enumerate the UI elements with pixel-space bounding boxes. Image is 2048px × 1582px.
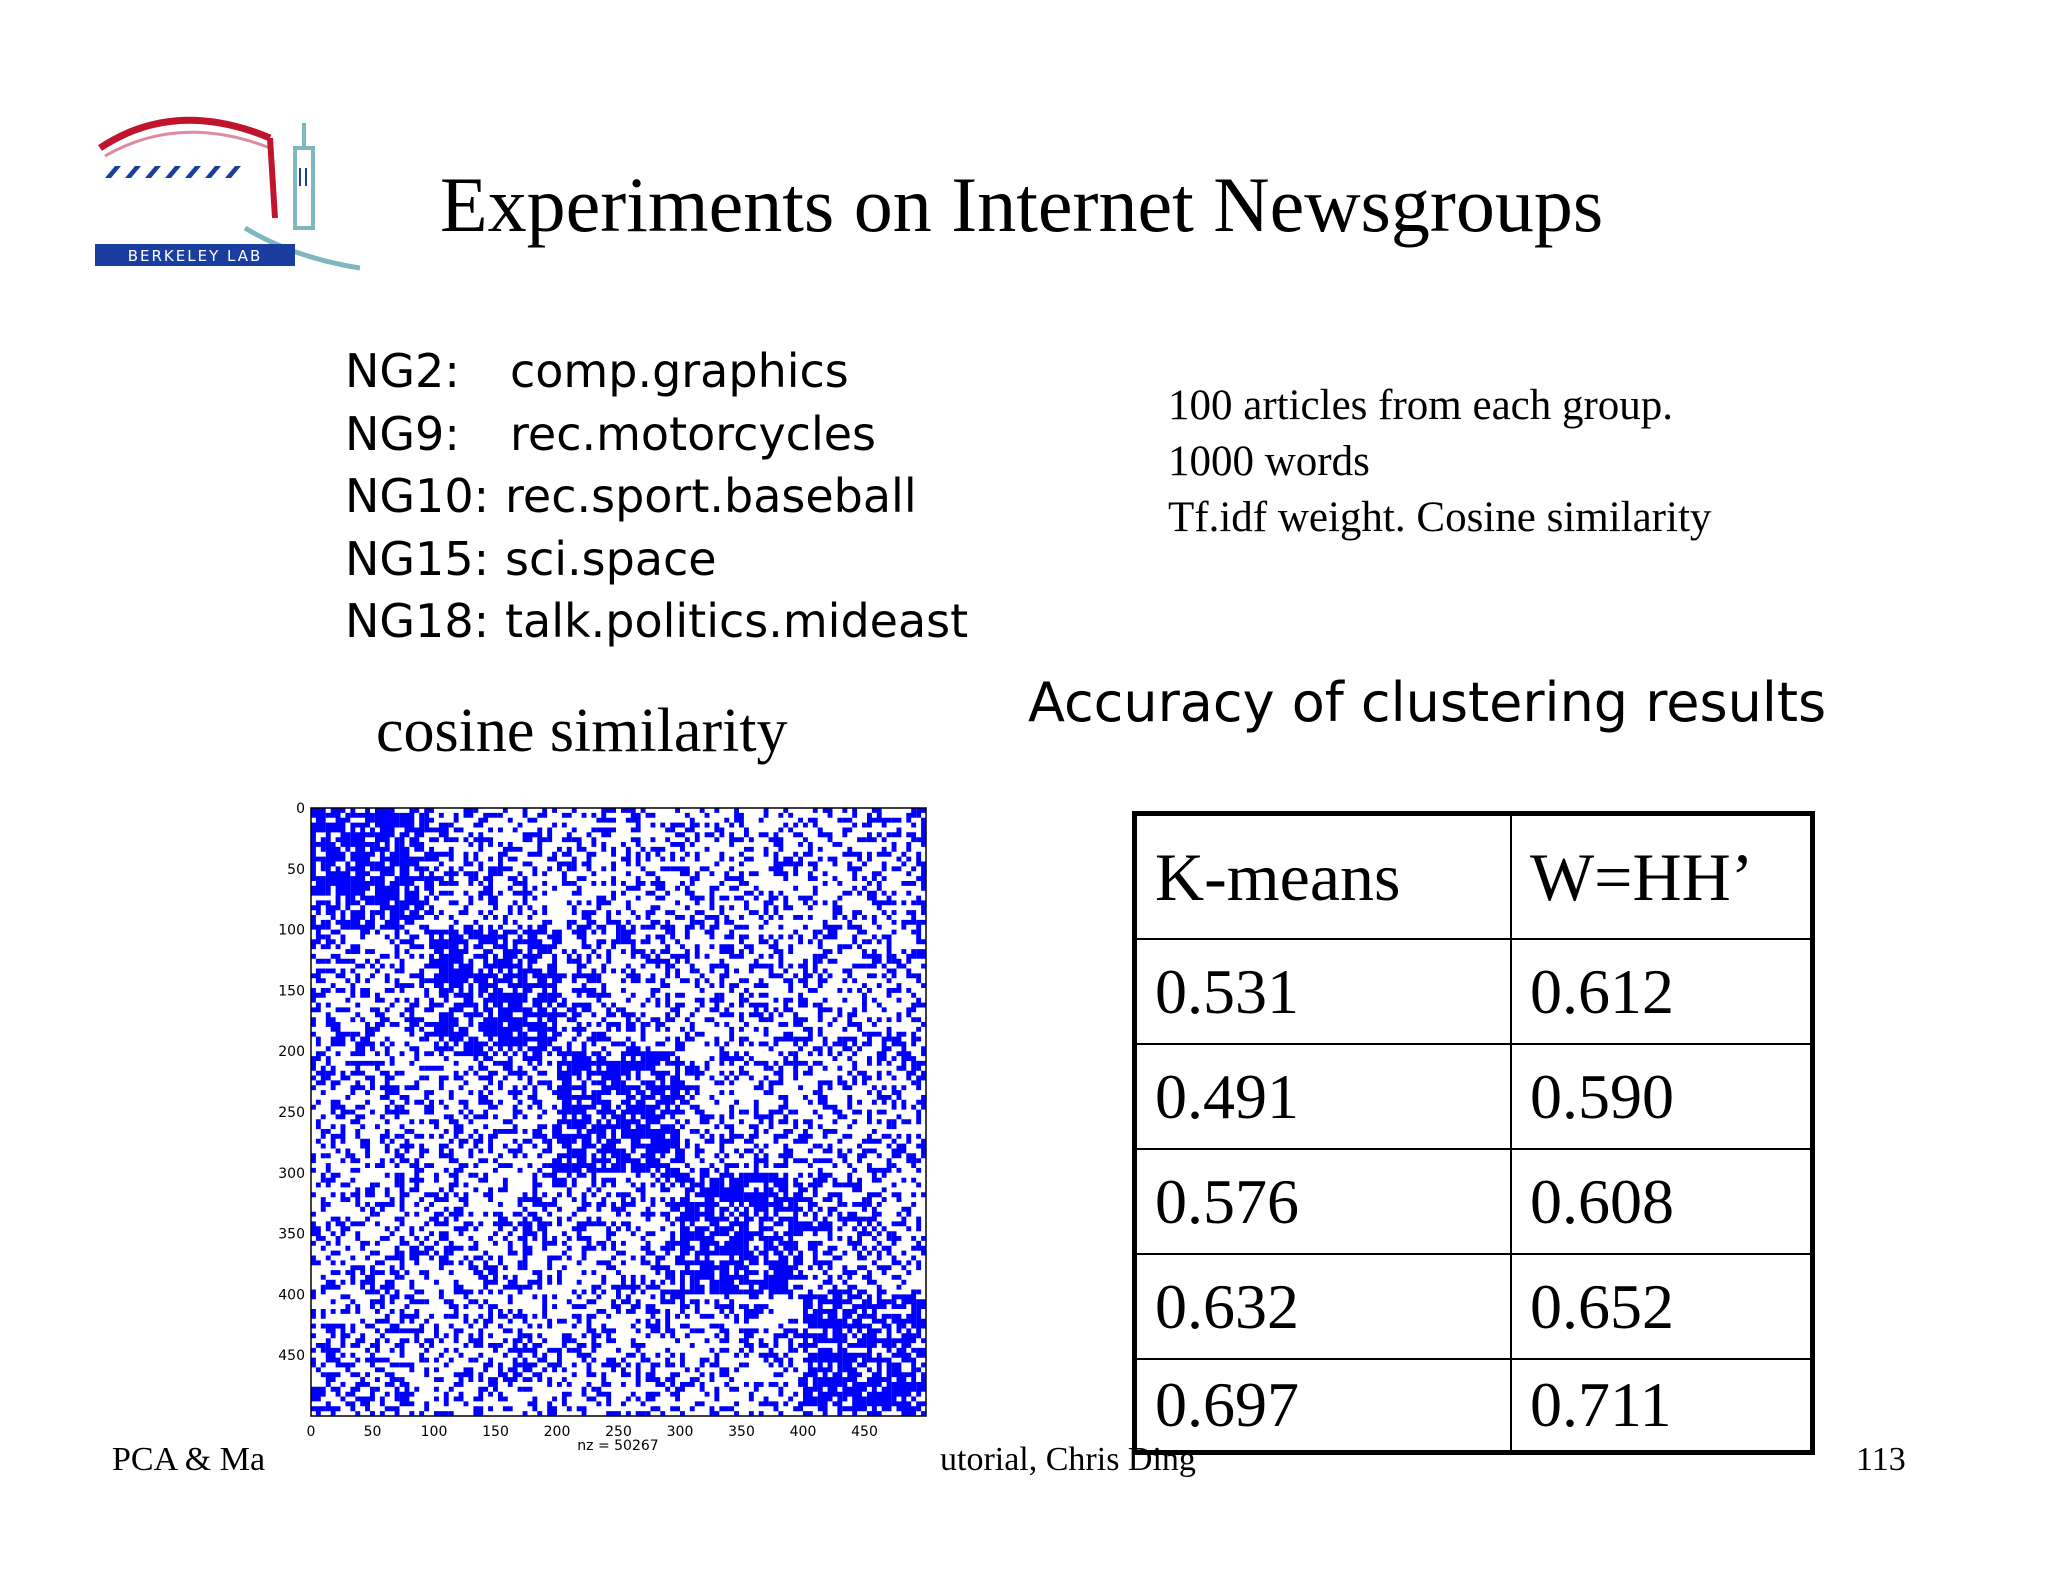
newsgroup-name: comp.graphics (510, 344, 849, 398)
note-line: 1000 words (1168, 438, 1370, 485)
table-cell: 0.652 (1510, 1253, 1814, 1360)
table-cell: 0.590 (1510, 1043, 1814, 1150)
note-line: 100 articles from each group. (1168, 382, 1674, 429)
x-tick-label: 150 (482, 1424, 509, 1440)
table-cell: 0.576 (1133, 1148, 1512, 1255)
table-row: 0.531 0.612 (1133, 938, 1814, 1045)
table-cell: 0.612 (1510, 938, 1814, 1045)
footer-left: PCA & Ma (112, 1441, 266, 1478)
page-number: 113 (1856, 1441, 1906, 1478)
newsgroup-code: NG2: (345, 344, 460, 398)
newsgroup-item: NG9: rec.motorcycles (345, 403, 968, 466)
x-tick-label: 300 (667, 1424, 694, 1440)
newsgroup-item: NG10: rec.sport.baseball (345, 465, 968, 528)
newsgroup-name: talk.politics.mideast (505, 594, 969, 648)
x-tick-label: 350 (728, 1424, 755, 1440)
table-header-row: K-means W=HH’ (1133, 812, 1814, 940)
note-line: Tf.idf weight. Cosine similarity (1168, 494, 1712, 541)
x-tick-label: 100 (421, 1424, 448, 1440)
y-tick-label: 250 (278, 1105, 305, 1121)
cosine-similarity-label: cosine similarity (376, 697, 788, 765)
table-row: 0.491 0.590 (1133, 1043, 1814, 1150)
footer-middle: utorial, Chris Ding (940, 1441, 1196, 1478)
newsgroup-list: NG2: comp.graphics NG9: rec.motorcycles NG… (345, 340, 968, 653)
table-cell: 0.608 (1510, 1148, 1814, 1255)
x-tick-label: 400 (790, 1424, 817, 1440)
y-tick-label: 150 (278, 983, 305, 999)
table-cell: 0.531 (1133, 938, 1512, 1045)
x-tick-label: 0 (307, 1424, 316, 1440)
y-tick-label: 50 (287, 862, 305, 878)
experiment-notes: 100 articles from each group. 1000 words… (1168, 378, 1711, 546)
y-tick-label: 200 (278, 1044, 305, 1060)
accuracy-table: K-means W=HH’ 0.531 0.612 0.491 0.590 0.… (1132, 811, 1815, 1455)
matrix-ticks: 0 50 100 150 200 250 300 350 400 450 0 50 100 150 200 2… (278, 801, 878, 1440)
header-w-hh: W=HH’ (1510, 812, 1814, 940)
svg-text:BERKELEY LAB: BERKELEY LAB (128, 247, 263, 265)
x-tick-label: 50 (364, 1424, 382, 1440)
x-tick-label: 200 (544, 1424, 571, 1440)
y-tick-label: 350 (278, 1227, 305, 1243)
y-tick-label: 400 (278, 1287, 305, 1303)
table-row: 0.576 0.608 (1133, 1148, 1814, 1255)
newsgroup-code: NG9: (345, 406, 460, 461)
table-row: 0.632 0.652 (1133, 1253, 1814, 1360)
berkeley-lab-logo: BERKELEY LAB (95, 116, 361, 271)
x-tick-label: 250 (605, 1424, 632, 1440)
y-tick-label: 450 (278, 1348, 305, 1364)
table-cell: 0.697 (1133, 1358, 1512, 1454)
newsgroup-code: NG15: (345, 531, 490, 586)
y-tick-label: 0 (296, 801, 305, 817)
matrix-xlabel: nz = 50267 (577, 1438, 658, 1450)
newsgroup-code: NG18: (345, 594, 490, 648)
newsgroup-item: NG2: comp.graphics (345, 340, 968, 403)
table-cell: 0.491 (1133, 1043, 1512, 1150)
table-row: 0.697 0.711 (1133, 1358, 1814, 1454)
newsgroup-name: rec.motorcycles (510, 406, 877, 461)
newsgroup-code: NG10: (345, 469, 490, 523)
x-tick-label: 450 (851, 1424, 878, 1440)
table-cell: 0.632 (1133, 1253, 1512, 1360)
newsgroup-item: NG15: sci.space (345, 528, 968, 591)
matrix-dots (311, 808, 926, 1416)
slide-title: Experiments on Internet Newsgroups (440, 161, 1604, 248)
matrix-frame (310, 807, 927, 1417)
cosine-similarity-matrix: 0 50 100 150 200 250 300 350 400 450 0 50 100 150 200 2… (278, 801, 927, 1450)
header-kmeans: K-means (1133, 812, 1512, 940)
newsgroup-name: sci.space (505, 531, 717, 586)
newsgroup-name: rec.sport.baseball (505, 469, 917, 523)
y-tick-label: 100 (278, 923, 305, 939)
newsgroup-item: NG18: talk.politics.mideast (345, 590, 968, 653)
accuracy-label: Accuracy of clustering results (1028, 671, 1827, 734)
table-cell: 0.711 (1510, 1358, 1814, 1454)
matrix-nonzero-entries (311, 808, 926, 1416)
y-tick-label: 300 (278, 1166, 305, 1182)
